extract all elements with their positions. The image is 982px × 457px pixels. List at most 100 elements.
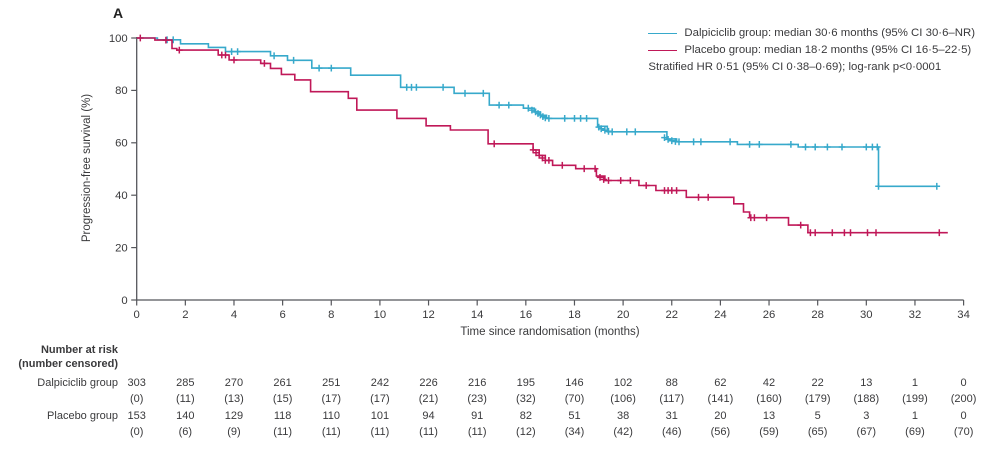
legend: Dalpiciclib group: median 30·6 months (9… [648,25,975,76]
x-tick-label: 26 [763,309,776,321]
at-risk-value: 110 [322,410,341,422]
x-tick-label: 22 [665,309,678,321]
x-tick-label: 4 [231,309,237,321]
at-risk-value: 0 [960,377,967,389]
censored-value: (0) [129,393,144,405]
at-risk-value: 42 [762,377,776,389]
censored-value: (70) [953,426,974,438]
x-tick-label: 2 [182,309,188,321]
censored-value: (17) [321,393,342,405]
y-tick-label: 40 [115,190,128,202]
risk-row-label: Placebo group [47,410,118,422]
at-risk-value: 1 [911,377,919,389]
censored-value: (46) [661,426,682,438]
censored-value: (17) [370,393,390,405]
x-tick-label: 16 [520,309,533,321]
at-risk-value: 38 [616,410,630,422]
censored-value: (59) [759,426,779,438]
censored-value: (9) [227,426,241,438]
at-risk-value: 153 [127,410,146,422]
at-risk-value: 285 [176,377,195,389]
at-risk-value: 242 [370,377,390,389]
y-tick-label: 80 [115,85,128,97]
censored-value: (179) [804,393,831,405]
at-risk-value: 91 [471,410,484,422]
x-tick-label: 12 [422,309,435,321]
at-risk-value: 101 [370,410,390,422]
at-risk-value: 102 [613,377,633,389]
x-tick-label: 20 [617,309,630,321]
x-axis-title: Time since randomisation (months) [460,326,640,338]
censored-value: (12) [516,426,536,438]
y-tick-label: 0 [121,295,127,307]
censored-value: (160) [756,393,782,405]
at-risk-value: 20 [714,410,727,422]
at-risk-value: 3 [863,410,870,422]
censored-value: (21) [418,393,439,405]
stratified-hr-note: Stratified HR 0·51 (95% CI 0·38–0·69); l… [648,61,942,73]
x-tick-label: 34 [957,309,970,321]
risk-row-label: Dalpiciclib group [37,377,118,389]
placebo-line-swatch [648,50,678,51]
y-tick-label: 100 [109,33,128,45]
at-risk-value: 22 [811,377,824,389]
at-risk-value: 303 [127,377,146,389]
x-tick-label: 24 [714,309,727,321]
y-tick-label: 20 [115,242,128,254]
censored-value: (65) [807,426,828,438]
at-risk-value: 62 [714,377,727,389]
legend-item-dalpiciclib: Dalpiciclib group: median 30·6 months (9… [648,25,975,42]
x-tick-label: 10 [374,309,387,321]
censored-value: (34) [564,426,585,438]
censored-value: (42) [613,426,633,438]
censored-value: (106) [610,393,636,405]
x-tick-label: 8 [328,309,334,321]
y-tick-label: 60 [115,138,128,150]
censored-value: (67) [856,426,877,438]
censored-value: (141) [707,393,734,405]
x-tick-label: 28 [811,309,824,321]
risk-table-header-line1: Number at risk [40,344,118,356]
at-risk-value: 270 [224,377,244,389]
legend-label-placebo: Placebo group: median 18·2 months (95% C… [684,44,972,56]
placebo-group-censor-marks [137,34,943,237]
x-tick-label: 14 [471,309,484,321]
at-risk-value: 129 [224,410,244,422]
censored-value: (11) [175,393,195,405]
at-risk-value: 88 [665,377,678,389]
x-tick-label: 18 [568,309,581,321]
at-risk-value: 195 [516,377,535,389]
censored-value: (11) [273,426,292,438]
x-tick-label: 30 [860,309,873,321]
at-risk-value: 94 [422,410,435,422]
at-risk-value: 5 [814,410,821,422]
censored-value: (6) [178,426,193,438]
at-risk-value: 13 [762,410,776,422]
censored-value: (199) [902,393,928,405]
at-risk-value: 140 [176,410,195,422]
at-risk-value: 13 [860,377,873,389]
censored-value: (69) [905,426,925,438]
x-tick-label: 6 [279,309,285,321]
at-risk-value: 31 [665,410,678,422]
at-risk-value: 216 [468,377,487,389]
censored-value: (13) [224,393,244,405]
censored-value: (23) [467,393,487,405]
at-risk-value: 82 [519,410,532,422]
at-risk-value: 0 [960,410,967,422]
at-risk-value: 251 [322,377,341,389]
censored-value: (70) [564,393,585,405]
at-risk-value: 261 [273,377,292,389]
at-risk-value: 146 [565,377,584,389]
at-risk-value: 226 [419,377,438,389]
censored-value: (56) [710,426,731,438]
censored-value: (11) [321,426,341,438]
x-tick-label: 32 [909,309,922,321]
censored-value: (0) [129,426,144,438]
dalpiciclib-line-swatch [648,33,678,34]
at-risk-value: 118 [273,410,292,422]
x-tick-label: 0 [134,309,140,321]
at-risk-value: 51 [568,410,581,422]
censored-value: (11) [467,426,487,438]
